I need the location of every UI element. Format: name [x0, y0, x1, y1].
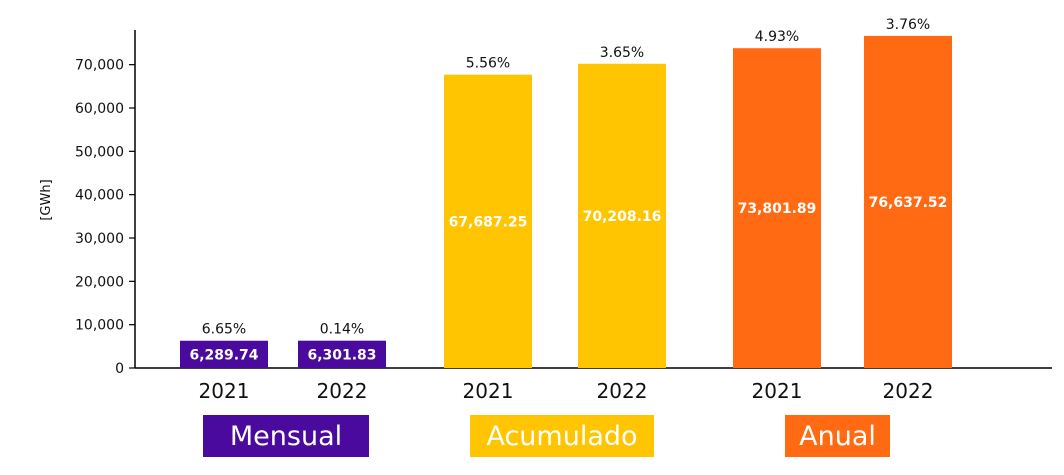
bar-pct-label: 3.65%: [600, 45, 644, 61]
bar: [298, 340, 386, 368]
group-label-acumulado: Acumulado: [470, 415, 654, 457]
x-category-label: 2021: [199, 379, 250, 403]
bar-pct-label: 3.76%: [886, 17, 930, 33]
y-tick-label: 50,000: [75, 144, 124, 160]
bar-pct-label: 0.14%: [320, 322, 364, 338]
y-tick-label: 60,000: [75, 101, 124, 117]
bar: [578, 63, 666, 368]
bar-pct-label: 4.93%: [755, 29, 799, 45]
bar: [444, 74, 532, 368]
bar-pct-label: 5.56%: [466, 56, 510, 72]
y-tick-label: 0: [115, 361, 124, 377]
bars: 6.65% 6,289.74 2021 0.14% 6,301.83 2022 5.56% 6…: [180, 17, 952, 403]
bar-pct-label: 6.65%: [202, 322, 246, 338]
bar-value-label: 73,801.89: [738, 201, 817, 217]
bar: [180, 340, 268, 368]
y-axis: 0 10,000 20,000 30,000 40,000 50,000 60,000 70,…: [75, 30, 1052, 377]
x-category-label: 2022: [883, 379, 934, 403]
x-category-label: 2022: [317, 379, 368, 403]
bar: [733, 48, 821, 369]
y-tick-label: 20,000: [75, 274, 124, 290]
y-tick-label: 70,000: [75, 58, 124, 74]
bar-value-label: 67,687.25: [449, 214, 528, 230]
y-axis-label: [GWh]: [39, 179, 54, 220]
x-category-label: 2022: [597, 379, 648, 403]
x-category-label: 2021: [463, 379, 514, 403]
bar-value-label: 70,208.16: [583, 209, 662, 225]
y-tick-label: 40,000: [75, 188, 124, 204]
y-tick-label: 10,000: [75, 318, 124, 334]
y-tick-label: 30,000: [75, 231, 124, 247]
bar-value-label: 6,289.74: [189, 347, 258, 363]
bar: [864, 35, 952, 368]
group-label-anual: Anual: [785, 415, 890, 457]
bar-value-label: 76,637.52: [869, 195, 948, 211]
bar-value-label: 6,301.83: [307, 347, 376, 363]
group-label-mensual: Mensual: [203, 415, 369, 457]
x-category-label: 2021: [752, 379, 803, 403]
